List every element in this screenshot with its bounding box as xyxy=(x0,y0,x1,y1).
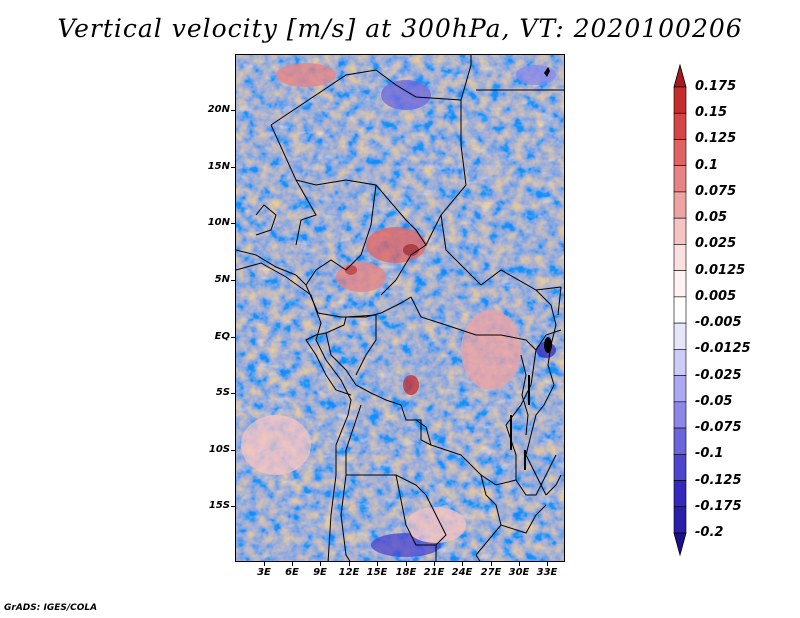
colorbar-level-label: 0.175 xyxy=(695,79,737,94)
lon-tick xyxy=(519,562,520,566)
lon-label-33e: 33E xyxy=(536,567,558,578)
lat-label-5s: 5S xyxy=(215,387,230,398)
lon-tick xyxy=(406,562,407,566)
velocity-field xyxy=(236,55,564,561)
lat-label-5n: 5N xyxy=(214,274,230,285)
colorbar-level-label: -0.1 xyxy=(695,446,724,462)
lon-label-6e: 6E xyxy=(285,567,299,578)
lat-label-20n: 20N xyxy=(207,104,230,115)
colorbar-level-label: 0.025 xyxy=(695,236,737,252)
lat-tick xyxy=(231,450,235,451)
colorbar-level-label: 0.0125 xyxy=(695,262,746,278)
lat-label-10n: 10N xyxy=(207,217,230,228)
lat-tick xyxy=(231,223,235,224)
lon-tick xyxy=(547,562,548,566)
lat-tick xyxy=(231,506,235,507)
lat-tick xyxy=(231,337,235,338)
lon-tick xyxy=(292,562,293,566)
lon-tick xyxy=(320,562,321,566)
lon-tick xyxy=(491,562,492,566)
lon-label-15e: 15E xyxy=(366,567,388,578)
footer-credit: GrADS: IGES/COLA xyxy=(4,603,98,613)
lat-tick xyxy=(231,393,235,394)
colorbar-segment xyxy=(673,506,687,534)
colorbar-bottom-arrow xyxy=(673,532,687,557)
colorbar-level-label: 0.125 xyxy=(695,131,737,147)
colorbar-segment xyxy=(673,349,687,376)
colorbar-level-label: -0.175 xyxy=(695,498,742,514)
lon-label-21e: 21E xyxy=(423,567,445,578)
colorbar-level-label: 0.075 xyxy=(695,183,737,199)
lat-label-15n: 15N xyxy=(207,161,230,172)
lon-label-9e: 9E xyxy=(313,567,327,578)
colorbar-segment xyxy=(673,453,687,481)
colorbar-segment xyxy=(673,270,687,298)
colorbar-segment xyxy=(673,480,687,508)
colorbar-level-label: -0.05 xyxy=(695,393,733,409)
lon-label-12e: 12E xyxy=(338,567,360,578)
colorbar-level-label: -0.0125 xyxy=(695,341,751,357)
colorbar-segment xyxy=(673,217,687,245)
lon-tick xyxy=(434,562,435,566)
colorbar-level-label: -0.2 xyxy=(695,525,724,540)
colorbar-segment xyxy=(673,191,687,219)
colorbar-segment xyxy=(673,322,687,350)
lat-tick xyxy=(231,167,235,168)
colorbar xyxy=(673,63,687,557)
colorbar-segment xyxy=(673,112,687,140)
lon-tick xyxy=(349,562,350,566)
colorbar-level-label: -0.075 xyxy=(695,420,742,436)
lon-label-24e: 24E xyxy=(451,567,473,578)
colorbar-segment xyxy=(673,139,687,167)
lat-label-eq: EQ xyxy=(214,331,230,342)
lon-tick xyxy=(377,562,378,566)
colorbar-level-label: 0.1 xyxy=(695,157,719,173)
lat-tick xyxy=(231,280,235,281)
lon-tick xyxy=(264,562,265,566)
colorbar-segment xyxy=(673,296,687,324)
lat-label-10s: 10S xyxy=(208,444,230,455)
colorbar-top-arrow xyxy=(673,63,687,88)
map-panel xyxy=(235,54,565,562)
colorbar-level-label: 0.15 xyxy=(695,105,728,121)
colorbar-segment xyxy=(673,427,687,455)
lon-tick xyxy=(462,562,463,566)
lat-label-15s: 15S xyxy=(208,500,230,511)
colorbar-segment xyxy=(673,244,687,271)
colorbar-level-label: -0.005 xyxy=(695,315,742,331)
colorbar-segment xyxy=(673,375,687,403)
colorbar-segment xyxy=(673,401,687,429)
colorbar-segment xyxy=(673,86,687,114)
lat-tick xyxy=(231,110,235,111)
colorbar-level-label: -0.025 xyxy=(695,367,742,383)
colorbar-segment xyxy=(673,165,687,193)
lon-label-3e: 3E xyxy=(257,567,271,578)
chart-title: Vertical velocity [m/s] at 300hPa, VT: 2… xyxy=(57,14,743,43)
lon-label-27e: 27E xyxy=(480,567,502,578)
colorbar-level-label: 0.005 xyxy=(695,288,737,304)
lon-label-18e: 18E xyxy=(395,567,417,578)
colorbar-level-label: -0.125 xyxy=(695,472,742,488)
colorbar-level-label: 0.05 xyxy=(695,210,728,226)
lon-label-30e: 30E xyxy=(508,567,530,578)
